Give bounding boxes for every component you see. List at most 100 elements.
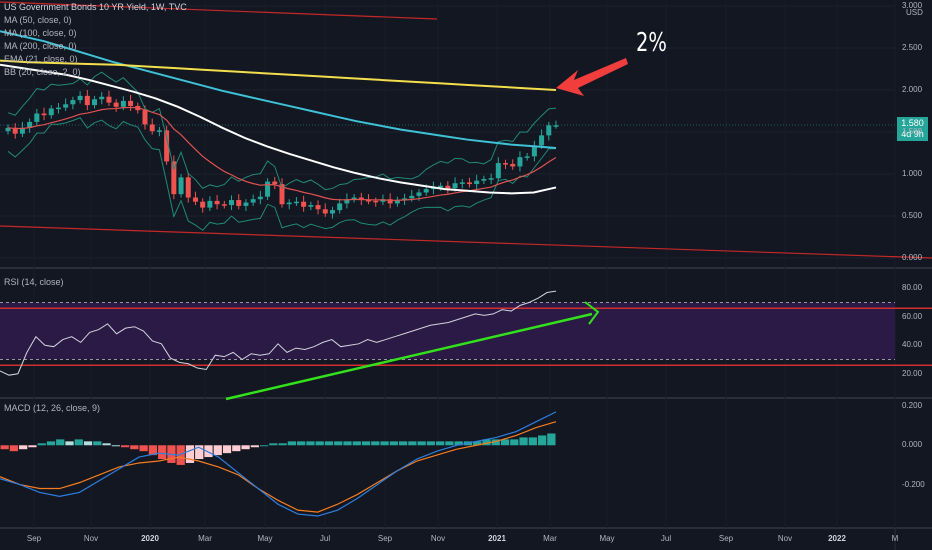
bb-upper-line bbox=[7, 71, 557, 191]
macd-line bbox=[0, 411, 557, 517]
candle bbox=[200, 201, 206, 208]
y-tick-label: 1.000 bbox=[902, 169, 923, 178]
macd-histogram-bar bbox=[65, 441, 74, 446]
signal-line bbox=[0, 421, 557, 513]
macd-histogram-bar bbox=[213, 445, 222, 456]
annotation-arrow bbox=[556, 58, 628, 96]
candle bbox=[553, 125, 559, 127]
macd-histogram-bar bbox=[176, 445, 185, 465]
candle bbox=[546, 125, 552, 136]
candle bbox=[207, 200, 213, 208]
macd-histogram-bar bbox=[528, 437, 537, 446]
macd-histogram-bar bbox=[102, 443, 111, 446]
macd-histogram-bar bbox=[519, 437, 528, 446]
macd-histogram-bar bbox=[306, 441, 315, 446]
price-legend: US Government Bonds 10 YR Yield, 1W, TVC… bbox=[4, 1, 187, 79]
legend-ma200[interactable]: MA (200, close, 0) bbox=[4, 41, 77, 51]
candle bbox=[120, 100, 126, 107]
x-tick-label: May bbox=[257, 534, 273, 543]
candle bbox=[308, 205, 314, 207]
macd-histogram-bar bbox=[426, 441, 436, 446]
macd-histogram-bar bbox=[120, 445, 130, 448]
last-price-value: 1.580 bbox=[901, 118, 924, 128]
candle bbox=[358, 197, 364, 201]
macd-histogram-bar bbox=[482, 439, 491, 446]
rsi-legend[interactable]: RSI (14, close) bbox=[4, 276, 64, 289]
y-tick-label: 0.500 bbox=[902, 211, 923, 220]
macd-histogram-bar bbox=[37, 443, 46, 446]
candle bbox=[337, 203, 343, 211]
macd-pane bbox=[0, 411, 557, 517]
macd-histogram-bar bbox=[130, 445, 139, 450]
candle bbox=[5, 127, 11, 132]
macd-histogram-bar bbox=[287, 441, 297, 446]
candle bbox=[156, 130, 162, 132]
macd-histogram-bar bbox=[0, 445, 9, 450]
candle bbox=[459, 182, 465, 184]
chart-title: US Government Bonds 10 YR Yield, 1W, TVC bbox=[4, 2, 187, 12]
candle bbox=[70, 100, 76, 105]
candle bbox=[221, 204, 227, 206]
macd-histogram-bar bbox=[324, 441, 334, 446]
candle bbox=[229, 200, 235, 206]
candle bbox=[409, 195, 415, 199]
macd-tick-label: -0.200 bbox=[902, 479, 925, 489]
macd-histogram-bar bbox=[74, 439, 83, 446]
rsi-label: RSI (14, close) bbox=[4, 277, 64, 287]
ma100-line bbox=[0, 30, 557, 149]
macd-histogram-bar bbox=[139, 445, 148, 452]
last-price-tag: 1.580 4d 9h bbox=[897, 117, 928, 141]
legend-ma50[interactable]: MA (50, close, 0) bbox=[4, 15, 72, 25]
macd-histogram-bar bbox=[445, 441, 454, 446]
macd-histogram-bar bbox=[46, 441, 56, 446]
macd-legend[interactable]: MACD (12, 26, close, 9) bbox=[4, 402, 100, 415]
y-tick-label: 2.500 bbox=[902, 43, 923, 52]
ma200-line bbox=[0, 59, 557, 91]
macd-histogram-bar bbox=[250, 445, 259, 448]
macd-label: MACD (12, 26, close, 9) bbox=[4, 403, 101, 413]
candle bbox=[438, 185, 444, 188]
candle bbox=[488, 178, 494, 180]
macd-histogram-bar bbox=[19, 445, 28, 450]
macd-histogram-bar bbox=[436, 441, 445, 446]
macd-histogram-bar bbox=[454, 441, 463, 446]
macd-histogram-bar bbox=[9, 445, 19, 452]
candle bbox=[503, 163, 509, 165]
candle bbox=[517, 157, 523, 167]
candle bbox=[387, 199, 393, 204]
candle bbox=[315, 205, 321, 210]
macd-histogram-bar bbox=[343, 441, 352, 446]
channel-top-line bbox=[0, 1, 438, 20]
legend-ema21[interactable]: EMA (21, close, 0) bbox=[4, 54, 78, 64]
price-pane bbox=[0, 1, 932, 259]
candle bbox=[185, 177, 191, 198]
candle bbox=[257, 196, 263, 200]
candle bbox=[27, 121, 33, 128]
macd-histogram-bar bbox=[547, 433, 556, 446]
x-tick-label: Sep bbox=[26, 534, 42, 543]
candle bbox=[192, 197, 198, 202]
candle bbox=[243, 202, 249, 206]
candle bbox=[445, 185, 451, 189]
rsi-trend-arrow bbox=[225, 312, 593, 401]
macd-tick-label: 0.000 bbox=[902, 440, 923, 450]
candle bbox=[293, 201, 299, 204]
candle bbox=[128, 100, 134, 106]
candle bbox=[55, 107, 61, 110]
candle bbox=[113, 102, 119, 107]
candle bbox=[474, 180, 480, 185]
candle bbox=[423, 189, 429, 193]
candle bbox=[12, 127, 18, 134]
candle bbox=[466, 182, 472, 185]
bar-countdown: 4d 9h bbox=[901, 129, 924, 139]
macd-histogram-bar bbox=[232, 445, 241, 452]
legend-ma100[interactable]: MA (100, close, 0) bbox=[4, 28, 77, 38]
rsi-tick-label: 60.00 bbox=[902, 311, 923, 321]
macd-histogram-bar bbox=[334, 441, 343, 446]
legend-bb[interactable]: BB (20, close, 2, 0) bbox=[4, 67, 81, 77]
candle bbox=[373, 200, 379, 203]
x-tick-label: M bbox=[891, 534, 899, 543]
x-tick-label: Mar bbox=[543, 534, 557, 543]
candle bbox=[416, 192, 422, 196]
